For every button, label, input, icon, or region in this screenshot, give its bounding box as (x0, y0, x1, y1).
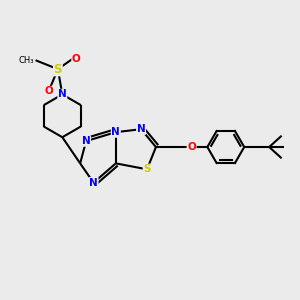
Text: N: N (111, 127, 120, 137)
Text: N: N (137, 124, 146, 134)
Text: S: S (54, 63, 62, 76)
Text: N: N (58, 89, 67, 99)
Text: CH₃: CH₃ (19, 56, 34, 65)
Text: O: O (45, 86, 53, 96)
Text: O: O (72, 54, 81, 64)
Text: N: N (82, 136, 91, 146)
Text: O: O (187, 142, 196, 152)
Text: S: S (143, 164, 151, 174)
Text: N: N (89, 178, 98, 188)
